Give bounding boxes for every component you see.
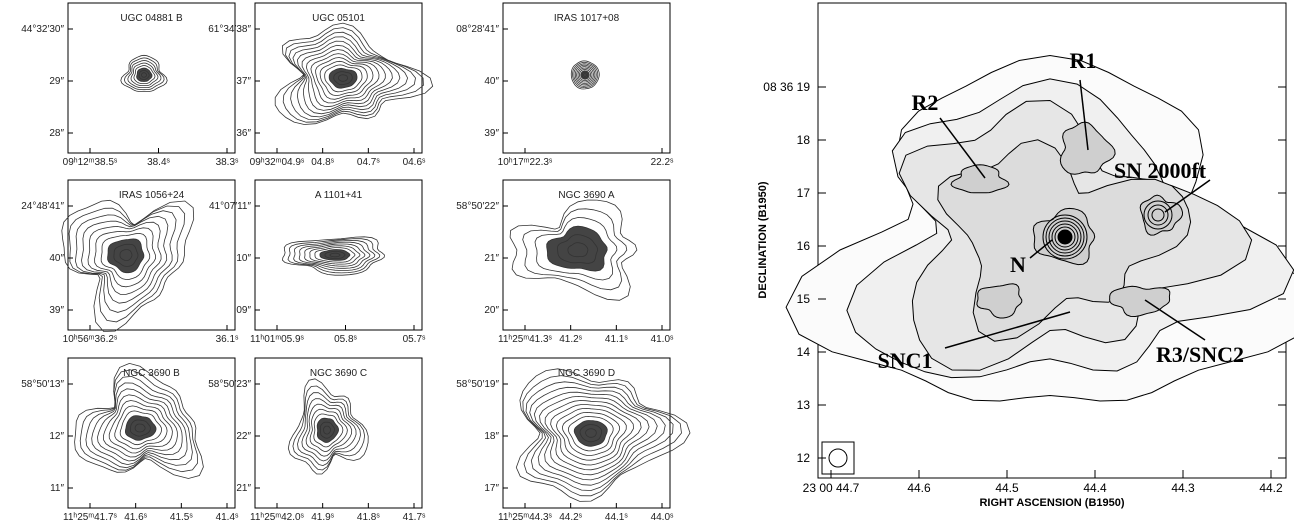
x-tick-label: 11ʰ25ᵐ42.0ˢ <box>250 512 305 523</box>
y-tick-label: 13 <box>797 398 811 412</box>
annotation: R3/SNC2 <box>1156 342 1244 367</box>
y-tick-label: 44°32′30″ <box>21 24 64 35</box>
panel-frame <box>255 358 422 508</box>
x-tick-label: 41.5ˢ <box>170 512 193 523</box>
annotation: SNC1 <box>877 348 932 373</box>
y-tick-label: 15 <box>797 292 811 306</box>
contour <box>120 250 132 261</box>
contour <box>330 253 340 257</box>
y-tick-label: 10″ <box>236 253 251 264</box>
x-tick-label: 09ʰ32ᵐ04.9ˢ <box>250 157 305 168</box>
x-tick-label: 44.6 <box>907 481 931 495</box>
y-tick-label: 39″ <box>49 305 64 316</box>
x-axis-label: RIGHT ASCENSION (B1950) <box>979 497 1124 509</box>
y-tick-label: 17″ <box>484 483 499 494</box>
x-tick-label: 41.8ˢ <box>357 512 380 523</box>
x-tick-label: 41.0ˢ <box>651 334 674 345</box>
y-tick-label: 40″ <box>484 76 499 87</box>
contour <box>584 74 587 77</box>
y-tick-label: 58°50′22″ <box>456 201 499 212</box>
x-tick-label: 44.2ˢ <box>559 512 582 523</box>
y-tick-label: 12″ <box>49 431 64 442</box>
x-tick-label: 10ʰ17ᵐ22.3ˢ <box>498 157 553 168</box>
contour <box>338 75 347 82</box>
contour <box>135 424 145 432</box>
y-tick-label: 11″ <box>50 483 64 494</box>
x-tick-label: 36.1ˢ <box>216 334 239 345</box>
x-tick-label: 11ʰ25ᵐ41.3ˢ <box>498 334 553 345</box>
y-tick-label: 18 <box>797 133 811 147</box>
y-axis-label: DECLINATION (B1950) <box>757 181 769 298</box>
figure: DECLINATION (B1950) RIGHT ASCENSION (B19… <box>0 0 1294 530</box>
contour <box>324 426 331 434</box>
x-tick-label: 44.4 <box>1083 481 1107 495</box>
y-tick-label: 12 <box>797 451 811 465</box>
panel-label: NGC 3690 C <box>310 368 367 379</box>
x-tick-label: 41.6ˢ <box>124 512 147 523</box>
y-tick-label: 39″ <box>484 128 499 139</box>
y-tick-label: 37″ <box>236 76 251 87</box>
x-tick-label: 22.2ˢ <box>651 157 674 168</box>
x-tick-label: 11ʰ25ᵐ44.3ˢ <box>498 512 553 523</box>
x-tick-label: 41.2ˢ <box>559 334 582 345</box>
y-tick-label: 58°50′19″ <box>456 379 499 390</box>
annotation: R2 <box>912 90 939 115</box>
annotation: SN 2000ft <box>1114 158 1207 183</box>
x-tick-label: 44.2 <box>1259 481 1283 495</box>
x-tick-label: 44.0ˢ <box>651 512 674 523</box>
panel-label: IRAS 1056+24 <box>119 190 185 201</box>
y-tick-label: 29″ <box>49 76 64 87</box>
y-tick-label: 21″ <box>236 483 251 494</box>
y-tick-label: 22″ <box>236 431 251 442</box>
x-tick-label: 41.4ˢ <box>216 512 239 523</box>
y-tick-label: 41°07′11″ <box>209 201 252 212</box>
panel-label: NGC 3690 D <box>558 368 615 379</box>
x-tick-label: 41.9ˢ <box>311 512 334 523</box>
y-tick-label: 28″ <box>49 128 64 139</box>
x-tick-label: 41.1ˢ <box>605 334 628 345</box>
y-tick-label: 17 <box>797 186 811 200</box>
panel-label: IRAS 1017+08 <box>554 13 620 24</box>
y-tick-label: 21″ <box>484 253 499 264</box>
y-tick-label: 58°50′13″ <box>21 379 64 390</box>
y-tick-label: 20″ <box>484 305 499 316</box>
x-tick-label: 05.7ˢ <box>403 334 426 345</box>
x-tick-label: 04.8ˢ <box>311 157 334 168</box>
contour <box>586 429 597 438</box>
x-tick-label: 38.3ˢ <box>216 157 239 168</box>
y-tick-label: 36″ <box>236 128 251 139</box>
x-tick-label: 11ʰ01ᵐ05.9ˢ <box>250 334 305 345</box>
y-tick-label: 40″ <box>49 253 64 264</box>
x-tick-label: 38.4ˢ <box>147 157 170 168</box>
x-tick-label: 44.1ˢ <box>605 512 628 523</box>
y-tick-label: 16 <box>797 239 811 253</box>
contour <box>142 73 147 78</box>
y-tick-label: 09″ <box>236 305 251 316</box>
x-tick-label: 44.5 <box>995 481 1019 495</box>
panel-label: A 1101+41 <box>315 190 363 201</box>
panel-label: NGC 3690 B <box>123 368 180 379</box>
y-tick-label: 08 36 19 <box>763 80 810 94</box>
x-tick-label: 05.8ˢ <box>334 334 357 345</box>
x-tick-label: 44.3 <box>1171 481 1195 495</box>
y-tick-label: 18″ <box>484 431 499 442</box>
y-tick-label: 14 <box>797 345 811 359</box>
annotation: N <box>1010 252 1026 277</box>
panel-label: UGC 05101 <box>312 13 365 24</box>
contour <box>1061 233 1069 241</box>
x-tick-label: 41.7ˢ <box>403 512 426 523</box>
y-tick-label: 61°34′38″ <box>208 24 251 35</box>
y-tick-label: 58°50′23″ <box>208 379 251 390</box>
x-tick-label: 23 00 44.7 <box>803 481 860 495</box>
x-tick-label: 04.6ˢ <box>403 157 426 168</box>
annotation: R1 <box>1070 48 1097 73</box>
x-tick-label: 09ʰ12ᵐ38.5ˢ <box>63 157 118 168</box>
y-tick-label: 24°48′41″ <box>21 201 64 212</box>
panel-label: UGC 04881 B <box>120 13 183 24</box>
x-tick-label: 10ʰ56ᵐ36.2ˢ <box>63 334 118 345</box>
x-tick-label: 11ʰ25ᵐ41.7ˢ <box>63 512 118 523</box>
panel-label: NGC 3690 A <box>558 190 614 201</box>
x-tick-label: 04.7ˢ <box>357 157 380 168</box>
y-tick-label: 08°28′41″ <box>456 24 499 35</box>
